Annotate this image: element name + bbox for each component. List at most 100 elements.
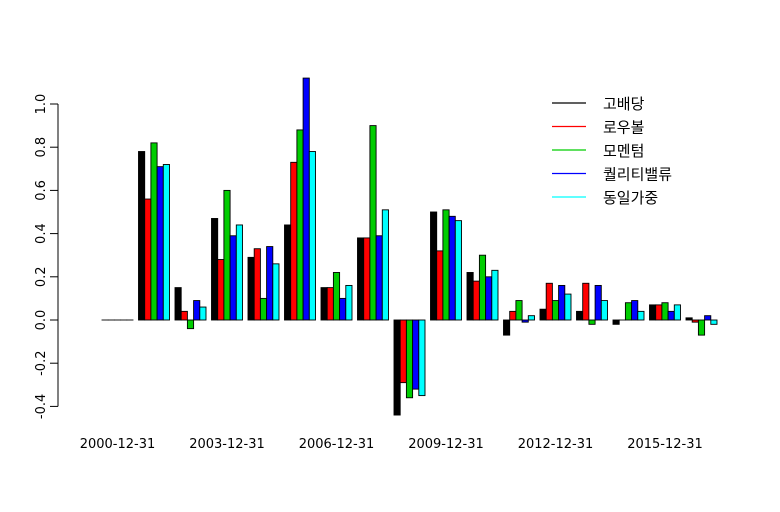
bar-2016-12-31-series-3 <box>704 315 712 321</box>
y-tick-label: 0.6 <box>34 180 49 201</box>
bar-2002-12-31-series-3 <box>193 300 201 321</box>
bar-2015-12-31-series-4 <box>673 304 681 321</box>
bar-2015-12-31-series-2 <box>661 302 669 321</box>
y-tick-label: 1.0 <box>34 94 49 115</box>
bar-2016-12-31-series-1 <box>691 319 699 323</box>
bar-2003-12-31-series-4 <box>235 224 243 321</box>
bar-2005-12-31-series-1 <box>290 161 298 321</box>
bar-2011-12-31-series-4 <box>527 315 535 321</box>
bar-2008-12-31-series-4 <box>418 319 426 397</box>
bar-2006-12-31-series-0 <box>320 287 328 321</box>
bar-2011-12-31-series-2 <box>515 300 523 321</box>
legend-label-3: 퀄리티밸류 <box>603 166 672 184</box>
bar-2007-12-31-series-3 <box>375 235 383 321</box>
bar-2004-12-31-series-3 <box>266 246 274 321</box>
bar-2005-12-31-series-4 <box>308 151 316 321</box>
bar-2005-12-31-series-2 <box>296 129 304 321</box>
legend-label-1: 로우볼 <box>603 119 644 137</box>
bar-2016-12-31-series-4 <box>710 319 718 325</box>
bar-2001-12-31-series-4 <box>162 164 170 321</box>
bar-2006-12-31-series-3 <box>339 297 347 321</box>
bar-2002-12-31-series-1 <box>180 310 188 321</box>
bar-2014-12-31-series-2 <box>624 302 633 321</box>
y-tick-label: 0.8 <box>34 137 49 158</box>
bar-2010-12-31-series-3 <box>485 276 493 321</box>
bar-2002-12-31-series-0 <box>174 287 182 321</box>
bar-2008-12-31-series-1 <box>399 319 407 384</box>
y-tick-label: 0.4 <box>34 223 49 244</box>
bars-group <box>101 77 718 416</box>
bar-2006-12-31-series-4 <box>345 284 353 321</box>
y-tick-label: -0.4 <box>34 394 49 419</box>
bar-2008-12-31-series-3 <box>412 319 420 390</box>
bar-2016-12-31-series-2 <box>697 319 706 336</box>
x-tick-label: 2000-12-31 <box>80 437 156 452</box>
legend-label-4: 동일가중 <box>603 189 658 207</box>
x-tick-label: 2012-12-31 <box>518 437 594 452</box>
bar-2003-12-31-series-3 <box>229 235 237 321</box>
bar-2009-12-31-series-1 <box>436 250 444 321</box>
bar-2015-12-31-series-0 <box>649 304 657 321</box>
x-tick-label: 2003-12-31 <box>189 437 265 452</box>
bar-2009-12-31-series-4 <box>454 220 462 321</box>
bar-2010-12-31-series-4 <box>491 269 499 321</box>
bar-2010-12-31-series-0 <box>466 272 474 321</box>
bar-2015-12-31-series-3 <box>667 310 675 321</box>
bar-2009-12-31-series-2 <box>442 209 450 321</box>
bar-2011-12-31-series-1 <box>509 310 517 321</box>
bar-2003-12-31-series-0 <box>211 218 219 321</box>
bar-2004-12-31-series-2 <box>259 297 268 321</box>
bar-2007-12-31-series-0 <box>357 237 365 321</box>
bar-2016-12-31-series-0 <box>685 317 693 321</box>
bar-2002-12-31-series-4 <box>199 306 207 321</box>
y-tick-label: 0.2 <box>34 266 49 287</box>
bar-2014-12-31-series-4 <box>637 310 645 321</box>
bar-2012-12-31-series-4 <box>564 293 572 321</box>
bar-2008-12-31-series-2 <box>405 319 414 399</box>
bar-2010-12-31-series-1 <box>472 280 480 321</box>
bar-2004-12-31-series-1 <box>253 248 261 321</box>
bar-2010-12-31-series-2 <box>478 254 487 321</box>
bar-2014-12-31-series-3 <box>631 300 639 321</box>
bar-2001-12-31-series-2 <box>150 142 158 321</box>
bar-2005-12-31-series-3 <box>302 77 310 321</box>
x-tick-label: 2009-12-31 <box>408 437 484 452</box>
bar-2009-12-31-series-3 <box>448 215 456 321</box>
bar-2004-12-31-series-0 <box>247 256 255 321</box>
bar-2013-12-31-series-0 <box>576 310 584 321</box>
bar-2013-12-31-series-1 <box>582 282 590 321</box>
bar-2013-12-31-series-4 <box>600 300 608 321</box>
x-tick-label: 2015-12-31 <box>627 437 703 452</box>
x-axis: 2000-12-31 2003-12-31 2006-12-31 2009-12-31… <box>80 437 703 452</box>
bar-2001-12-31-series-1 <box>144 198 152 321</box>
y-tick-label: 0.0 <box>34 310 49 331</box>
bar-2012-12-31-series-1 <box>545 282 553 321</box>
bar-2012-12-31-series-3 <box>558 284 566 321</box>
bar-2007-12-31-series-1 <box>363 237 371 321</box>
bar-2009-12-31-series-0 <box>430 211 438 321</box>
bar-2006-12-31-series-1 <box>326 287 334 321</box>
bar-2008-12-31-series-0 <box>393 319 401 416</box>
y-axis: -0.4 -0.2 0.0 0.2 0.4 0.6 0.8 1.0 <box>34 94 59 419</box>
x-tick-label: 2006-12-31 <box>299 437 375 452</box>
bar-2006-12-31-series-2 <box>332 272 341 321</box>
bar-2007-12-31-series-4 <box>381 209 389 321</box>
bar-2002-12-31-series-2 <box>186 319 195 330</box>
bar-2011-12-31-series-0 <box>503 319 511 336</box>
bar-2012-12-31-series-2 <box>551 300 560 321</box>
y-tick-label: -0.2 <box>34 351 49 376</box>
bar-2011-12-31-series-3 <box>521 319 529 323</box>
bar-2015-12-31-series-1 <box>655 304 663 321</box>
bar-2013-12-31-series-2 <box>588 319 596 325</box>
bar-2014-12-31-series-0 <box>612 319 620 325</box>
bar-2013-12-31-series-3 <box>594 284 602 321</box>
bar-2007-12-31-series-2 <box>369 125 377 321</box>
bar-2001-12-31-series-0 <box>138 151 146 321</box>
bar-2004-12-31-series-4 <box>272 263 280 321</box>
bar-2001-12-31-series-3 <box>156 166 164 321</box>
legend-label-2: 모멘텀 <box>603 142 644 160</box>
bar-2005-12-31-series-0 <box>284 224 292 321</box>
bar-2003-12-31-series-2 <box>223 189 231 321</box>
